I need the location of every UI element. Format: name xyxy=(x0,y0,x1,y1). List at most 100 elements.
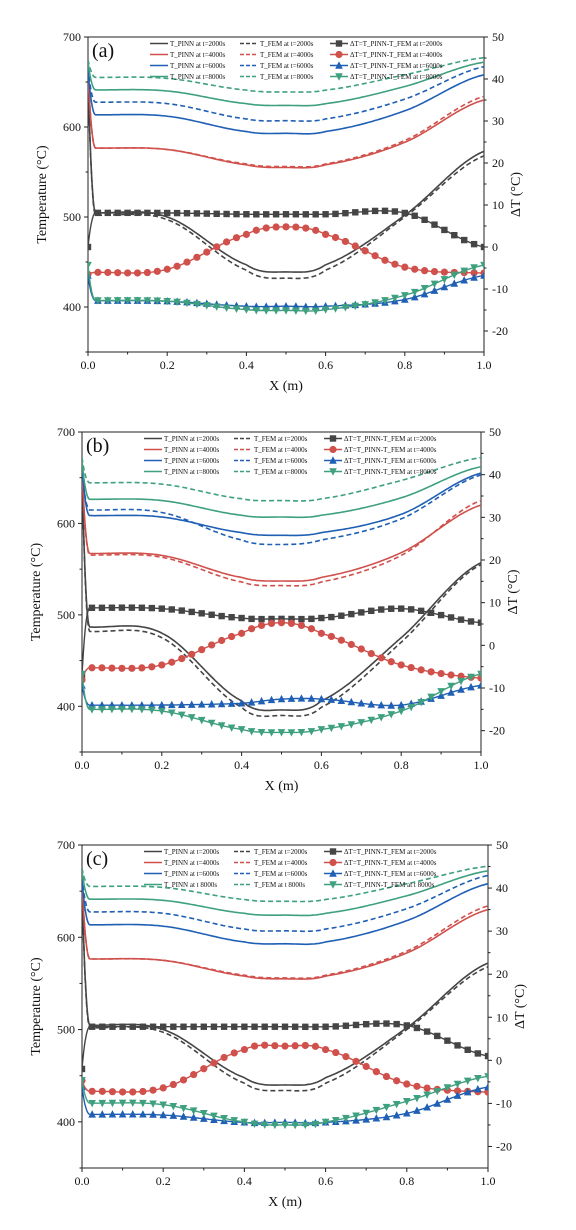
fem-curve-t2000 xyxy=(88,72,484,280)
delta-marker-t8000 xyxy=(371,299,379,307)
delta-marker-t8000 xyxy=(104,297,112,305)
delta-marker-t4000 xyxy=(94,268,102,276)
delta-marker-t2000 xyxy=(342,209,349,217)
delta-marker-t2000 xyxy=(352,1021,360,1029)
legend-entry: T_PINN at t=4000s xyxy=(164,859,220,867)
delta-marker-t2000 xyxy=(261,1023,268,1030)
legend-entry: T_FEM at t=8000s xyxy=(254,468,308,476)
delta-marker-t8000 xyxy=(260,1121,269,1129)
delta-marker-t8000 xyxy=(183,299,191,308)
delta-marker-t4000 xyxy=(238,629,246,637)
y-tick-label: 500 xyxy=(63,210,81,224)
delta-marker-t4000 xyxy=(332,1048,340,1057)
delta-marker-t4000 xyxy=(98,1087,106,1095)
delta-marker-t2000 xyxy=(318,614,325,622)
delta-marker-t2000 xyxy=(322,211,329,218)
delta-marker-t2000 xyxy=(268,615,275,623)
delta-marker-t2000 xyxy=(312,211,319,218)
delta-marker-t2000 xyxy=(168,606,175,613)
delta-marker-t8000 xyxy=(427,693,435,702)
delta-marker-t8000 xyxy=(173,298,181,307)
y-right-tick-label: -10 xyxy=(496,1096,512,1110)
delta-marker-t6000 xyxy=(148,700,156,709)
delta-marker-t2000 xyxy=(118,604,126,611)
delta-marker-t6000 xyxy=(287,694,296,702)
delta-marker-t2000 xyxy=(298,615,305,623)
delta-marker-t2000 xyxy=(358,609,365,616)
delta-marker-t8000 xyxy=(357,719,366,727)
delta-marker-t8000 xyxy=(420,284,429,293)
fem-curve-t6000 xyxy=(88,65,484,122)
delta-marker-t4000 xyxy=(200,1065,208,1073)
delta-marker-t2000 xyxy=(263,211,270,218)
delta-marker-t8000 xyxy=(220,1115,228,1123)
delta-marker-t4000 xyxy=(119,1088,127,1096)
delta-marker-t2000 xyxy=(193,210,201,217)
delta-marker-t4000 xyxy=(223,238,231,246)
y-axis-label: Temperature (°C) xyxy=(35,145,50,244)
legend-entry: ΔT=T_PINN-T_FEM at t=2000s xyxy=(344,848,437,856)
delta-marker-t4000 xyxy=(421,267,429,275)
delta-marker-t4000 xyxy=(169,1080,177,1089)
delta-marker-t6000 xyxy=(82,681,86,689)
delta-marker-t8000 xyxy=(331,305,340,313)
delta-marker-t2000 xyxy=(398,605,405,612)
delta-marker-t8000 xyxy=(272,307,280,315)
delta-marker-t4000 xyxy=(198,646,206,654)
legend-marker xyxy=(335,61,343,69)
chart-panel: 0.0 0.2 0.4 0.6 0.8 1.0X (m)400500600700Tempe… xyxy=(29,838,528,1210)
delta-marker-t6000 xyxy=(410,292,419,301)
delta-marker-t2000 xyxy=(421,216,428,224)
delta-marker-t4000 xyxy=(371,252,379,260)
delta-marker-t2000 xyxy=(248,615,255,623)
delta-marker-t4000 xyxy=(250,1042,259,1050)
delta-marker-t2000 xyxy=(220,1023,228,1030)
legend-entry: ΔT=T_PINN-T_FEM at t 8000s xyxy=(344,881,435,889)
delta-marker-t2000 xyxy=(99,1023,106,1030)
delta-marker-t6000 xyxy=(337,696,346,704)
pinn-curve-t6000 xyxy=(82,465,481,537)
x-tick-label: 1.0 xyxy=(481,1174,496,1188)
delta-marker-t2000 xyxy=(381,207,389,215)
y-tick-label: 400 xyxy=(57,699,75,713)
delta-marker-t2000 xyxy=(302,211,309,218)
delta-marker-t6000 xyxy=(128,1110,137,1118)
delta-marker-t4000 xyxy=(179,1076,188,1084)
delta-marker-t4000 xyxy=(291,1042,299,1050)
delta-marker-t4000 xyxy=(158,661,166,669)
y-right-axis-label: ΔT (°C) xyxy=(509,172,524,217)
legend-entry: ΔT=T_PINN-T_FEM at t=6000s xyxy=(344,870,437,878)
delta-marker-t2000 xyxy=(338,612,345,619)
delta-marker-t8000 xyxy=(177,711,186,720)
delta-marker-t4000 xyxy=(118,664,126,672)
delta-marker-t2000 xyxy=(477,619,481,626)
delta-marker-t2000 xyxy=(363,1020,370,1028)
delta-marker-t2000 xyxy=(210,1023,218,1030)
delta-marker-t2000 xyxy=(474,1050,482,1057)
delta-marker-t2000 xyxy=(213,210,220,218)
delta-marker-t8000 xyxy=(401,292,409,300)
delta-marker-t8000 xyxy=(321,306,330,314)
delta-marker-t4000 xyxy=(391,260,399,268)
delta-marker-t8000 xyxy=(282,307,290,315)
delta-marker-t2000 xyxy=(203,210,210,217)
delta-marker-t2000 xyxy=(148,604,156,612)
delta-marker-t8000 xyxy=(227,724,236,732)
delta-marker-t4000 xyxy=(307,625,316,633)
delta-marker-t2000 xyxy=(149,1023,157,1030)
legend-entry: T_FEM at t=6000s xyxy=(254,870,308,878)
delta-marker-t4000 xyxy=(407,663,415,672)
delta-marker-t8000 xyxy=(113,297,122,305)
delta-marker-t8000 xyxy=(217,722,226,730)
y-axis-label: Temperature (°C) xyxy=(29,543,44,642)
legend-entry: T_FEM at t=2000s xyxy=(254,435,308,443)
delta-marker-t4000 xyxy=(183,258,191,266)
fem-curve-t6000 xyxy=(82,470,481,546)
delta-marker-t6000 xyxy=(477,681,481,689)
delta-marker-t4000 xyxy=(331,233,340,242)
x-tick-label: 0.2 xyxy=(156,1174,171,1188)
delta-marker-t8000 xyxy=(307,728,316,736)
delta-marker-t6000 xyxy=(453,1091,462,1099)
x-axis-label: X (m) xyxy=(269,379,303,394)
y-right-tick-label: -20 xyxy=(489,724,505,738)
